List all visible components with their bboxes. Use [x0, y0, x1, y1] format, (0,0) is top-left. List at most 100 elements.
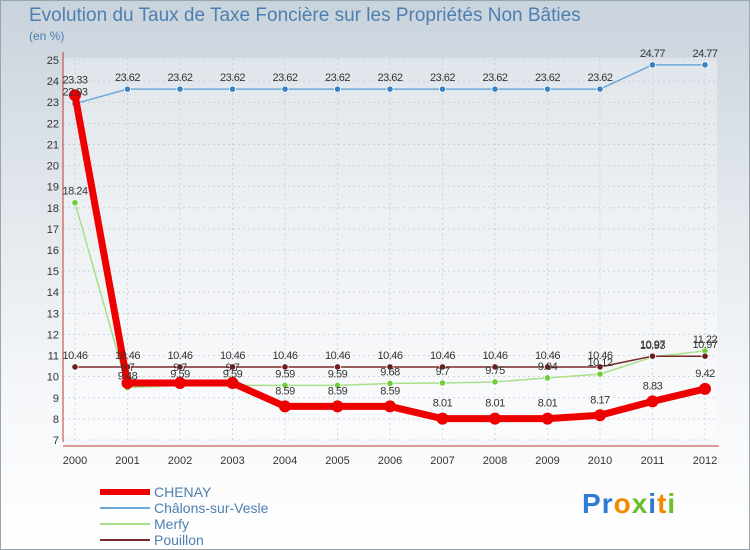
data-point [596, 85, 604, 93]
data-point [333, 381, 342, 389]
data-label: 24.77 [692, 48, 717, 60]
data-label: 10.46 [377, 350, 402, 362]
data-point [176, 363, 184, 371]
data-point [438, 363, 447, 371]
data-point [228, 85, 237, 93]
data-point [333, 363, 342, 371]
data-label: 8.59 [328, 385, 348, 397]
data-point [541, 412, 554, 425]
data-point [596, 370, 604, 378]
x-tick-label: 2002 [168, 455, 192, 467]
data-label: 9.7 [173, 362, 187, 374]
x-tick-label: 2011 [641, 455, 665, 467]
data-label: 22.93 [62, 87, 87, 99]
data-label: 9.59 [328, 368, 348, 380]
data-label: 10.46 [535, 350, 560, 362]
data-point [543, 374, 552, 382]
data-label: 9.7 [121, 362, 135, 374]
y-tick-label: 13 [47, 308, 59, 320]
data-label: 9.59 [223, 368, 243, 380]
data-label: 10.46 [62, 350, 87, 362]
data-point [281, 363, 289, 371]
x-tick-label: 2004 [273, 455, 297, 467]
proxiti-logo: Proxiti [582, 488, 676, 520]
data-point [386, 363, 394, 371]
data-label: 10.46 [115, 350, 140, 362]
data-label: 8.59 [380, 385, 400, 397]
data-point [386, 379, 394, 388]
data-label: 10.46 [272, 350, 297, 362]
data-label: 10.46 [430, 350, 455, 362]
legend-label-chalons: Châlons-sur-Vesle [154, 500, 269, 516]
data-label: 9.7 [436, 366, 450, 378]
y-tick-label: 11 [48, 351, 59, 363]
data-label: 23.62 [115, 72, 140, 84]
x-tick-label: 2012 [693, 455, 717, 467]
y-tick-label: 12 [47, 329, 59, 341]
data-point [596, 363, 604, 371]
logo-letter: i [667, 488, 677, 519]
data-label: 9.68 [380, 366, 400, 378]
logo-letter: i [648, 488, 658, 519]
y-tick-label: 23 [47, 97, 59, 109]
data-point [701, 61, 709, 69]
y-tick-label: 22 [47, 118, 59, 130]
y-tick-label: 14 [47, 287, 59, 299]
logo-letter: t [657, 488, 668, 519]
data-label: 23.62 [325, 72, 350, 84]
logo-letter: o [613, 488, 632, 519]
data-label: 23.62 [377, 72, 402, 84]
x-tick-label: 2007 [430, 455, 454, 467]
data-label: 24.77 [640, 48, 665, 60]
data-point [701, 352, 709, 360]
y-tick-label: 18 [47, 203, 59, 215]
y-tick-label: 10 [47, 372, 59, 384]
x-tick-label: 2009 [535, 455, 559, 467]
data-point [436, 412, 449, 425]
data-point [331, 400, 344, 413]
data-point [226, 377, 239, 389]
data-point [648, 352, 657, 360]
data-label: 9.59 [275, 368, 295, 380]
legend-label-merfy: Merfy [154, 516, 189, 532]
data-point [176, 85, 184, 93]
data-label: 9.94 [538, 361, 558, 373]
data-label: 23.62 [535, 72, 560, 84]
data-label: 10.46 [167, 350, 192, 362]
data-label: 23.62 [167, 72, 192, 84]
data-label: 10.97 [640, 339, 665, 351]
legend-label-chenay: CHENAY [154, 484, 212, 500]
data-label: 8.83 [643, 380, 663, 392]
data-label: 8.17 [590, 394, 610, 406]
data-point [71, 199, 79, 207]
data-point [699, 382, 711, 395]
data-label: 9.48 [118, 371, 138, 383]
data-label: 8.01 [538, 398, 558, 410]
data-point [491, 363, 499, 371]
data-point [489, 412, 501, 425]
legend-swatch-chenay [100, 489, 150, 495]
data-label: 10.46 [220, 350, 245, 362]
data-point [228, 363, 237, 371]
data-label: 23.62 [430, 72, 455, 84]
x-tick-label: 2000 [63, 455, 87, 467]
legend-label-pouillon: Pouillon [154, 532, 204, 548]
data-point [174, 377, 186, 389]
data-label: 8.01 [433, 398, 453, 410]
data-point [281, 85, 289, 93]
data-label: 10.12 [587, 357, 612, 369]
data-label: 23.62 [587, 72, 612, 84]
data-point [594, 409, 606, 422]
data-point [281, 381, 289, 389]
data-label: 18.24 [62, 186, 87, 198]
x-tick-label: 2005 [325, 455, 349, 467]
data-label: 23.62 [482, 72, 507, 84]
data-point [384, 400, 396, 413]
data-label: 23.33 [62, 74, 87, 86]
logo-letter: r [601, 488, 614, 519]
y-tick-label: 17 [47, 224, 59, 236]
data-point [648, 61, 657, 69]
data-point [386, 85, 394, 93]
logo-letter: P [582, 488, 602, 519]
x-tick-label: 2010 [588, 455, 612, 467]
